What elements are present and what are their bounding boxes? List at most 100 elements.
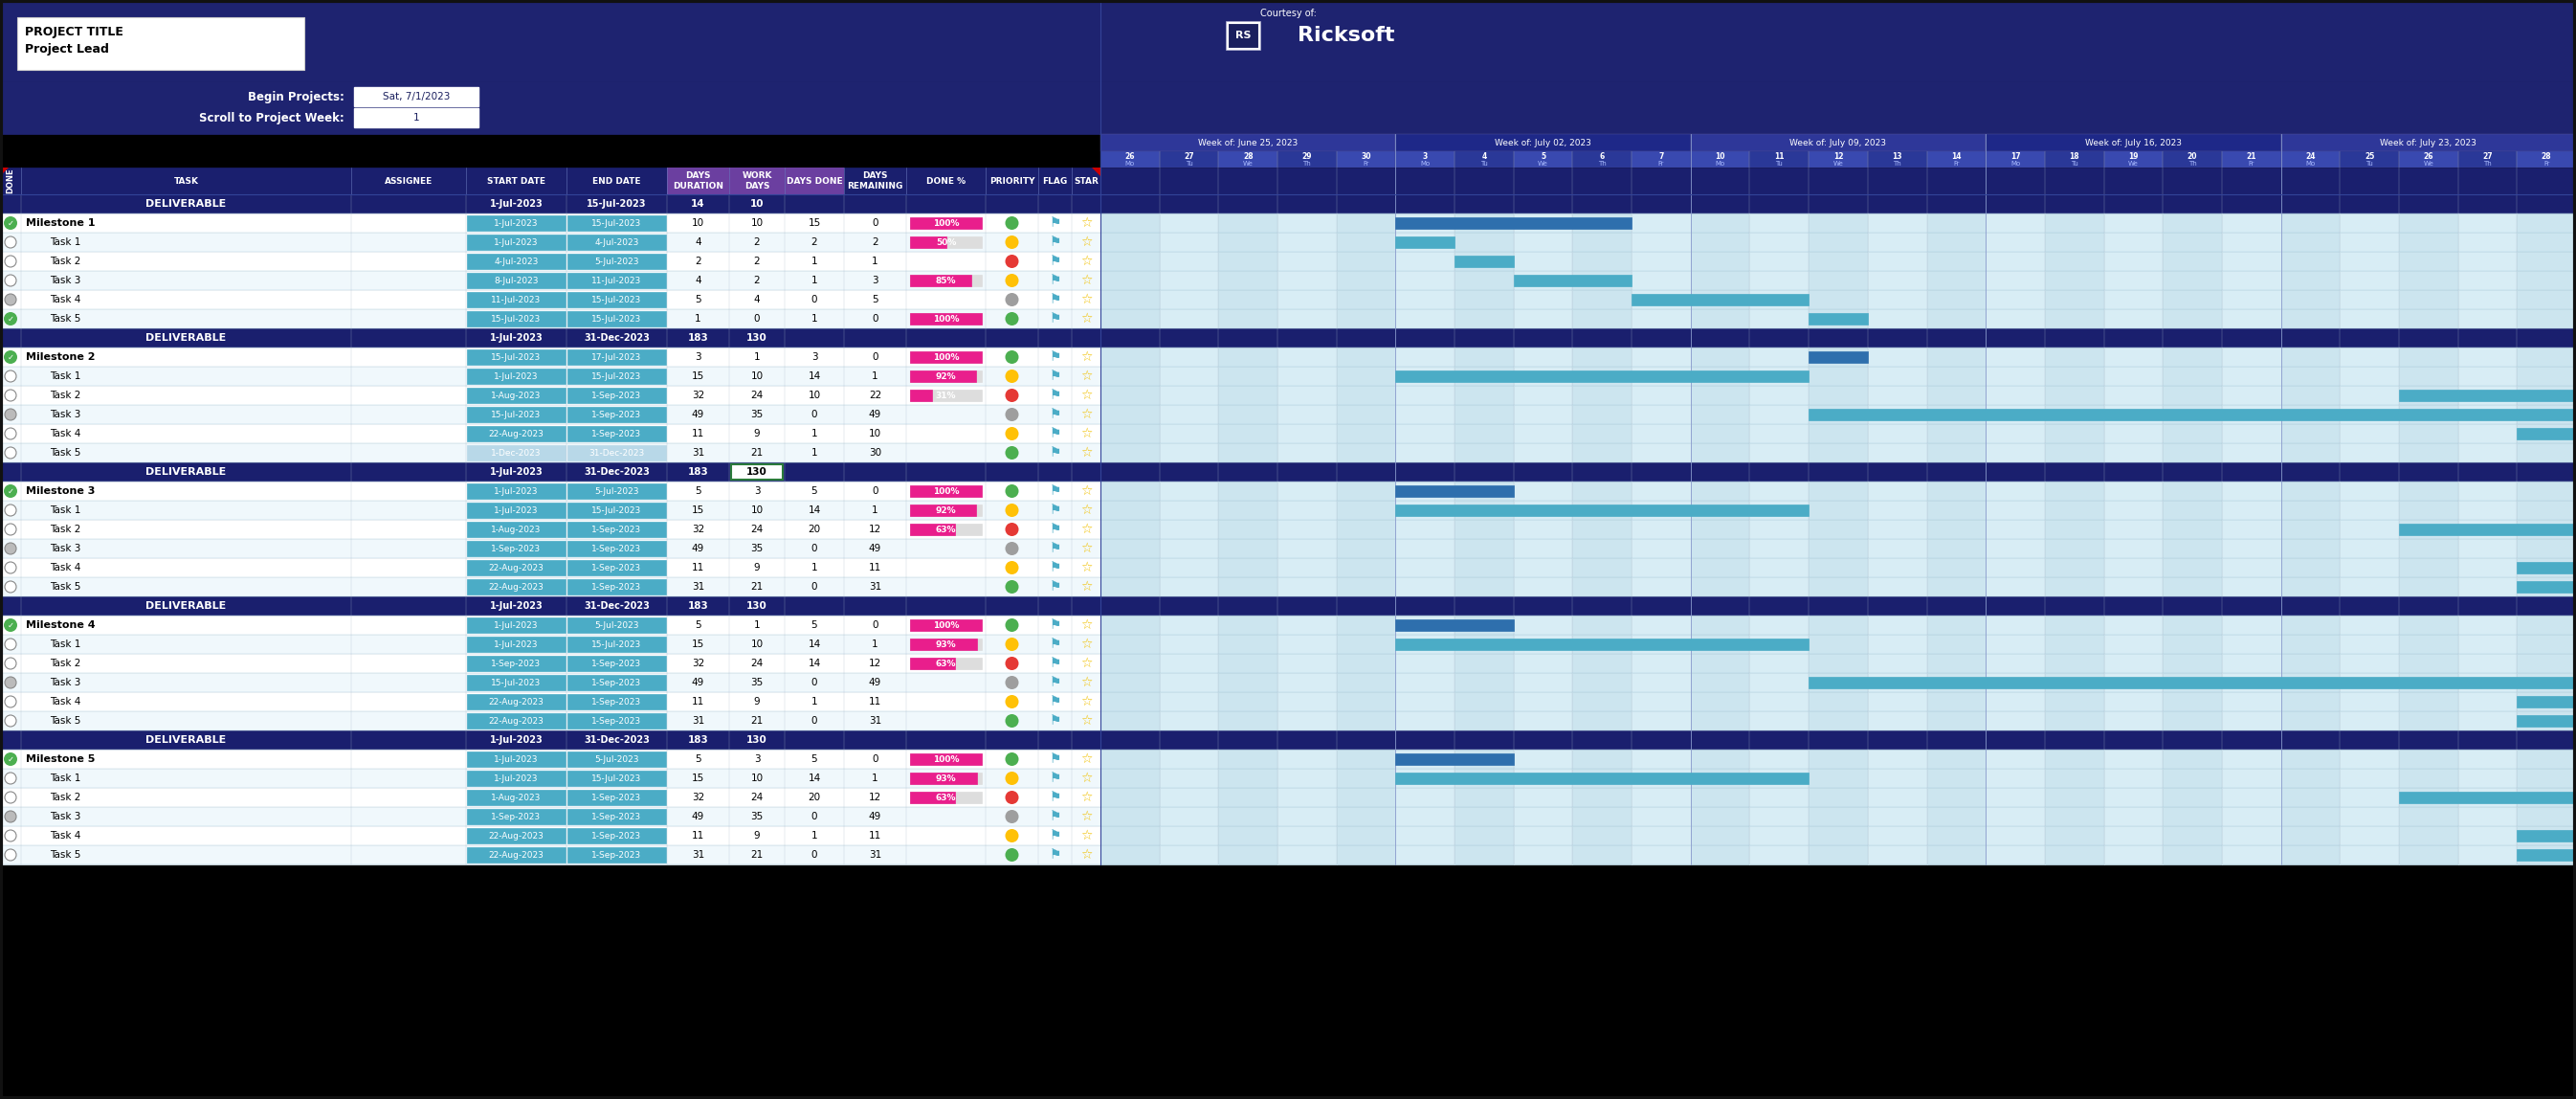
Bar: [567, 234, 667, 249]
Bar: [1631, 577, 1690, 597]
Text: 32: 32: [693, 658, 703, 668]
Circle shape: [5, 657, 15, 669]
Bar: [1868, 539, 1927, 558]
Text: Th: Th: [1303, 160, 1311, 167]
Bar: [1749, 673, 1808, 692]
Bar: [2458, 635, 2517, 654]
Bar: [2280, 845, 2339, 865]
Bar: [2517, 443, 2576, 463]
Bar: [2458, 501, 2517, 520]
Bar: [1455, 788, 1515, 807]
Bar: [1927, 347, 1986, 367]
Text: Task 1: Task 1: [49, 237, 80, 247]
Text: 1-Sep-2023: 1-Sep-2023: [592, 793, 641, 802]
Bar: [2339, 826, 2398, 845]
Bar: [1396, 577, 1455, 597]
Bar: [1100, 481, 1159, 501]
Bar: [466, 618, 567, 633]
Text: Milestone 1: Milestone 1: [26, 219, 95, 227]
Text: ⚑: ⚑: [1048, 771, 1061, 785]
Bar: [1690, 654, 1749, 673]
Text: 5: 5: [696, 487, 701, 496]
Bar: [1100, 367, 1159, 386]
Bar: [1690, 290, 1749, 309]
Bar: [1986, 539, 2045, 558]
Text: ☆: ☆: [1079, 810, 1092, 823]
Bar: [1100, 750, 1159, 768]
Bar: [1631, 539, 1690, 558]
Text: 24: 24: [750, 524, 762, 534]
Bar: [1337, 692, 1396, 711]
Bar: [466, 522, 567, 537]
Bar: [466, 234, 567, 249]
Bar: [18, 18, 304, 70]
Text: 1-Sep-2023: 1-Sep-2023: [592, 659, 641, 668]
Bar: [1159, 692, 1218, 711]
Bar: [1631, 826, 1690, 845]
Bar: [909, 791, 956, 803]
Bar: [1631, 711, 1690, 731]
Bar: [2339, 539, 2398, 558]
Text: ASSIGNEE: ASSIGNEE: [384, 177, 433, 186]
Bar: [2280, 501, 2339, 520]
Bar: [1631, 252, 1690, 271]
Bar: [2223, 443, 2280, 463]
Bar: [2458, 673, 2517, 692]
Bar: [909, 639, 976, 650]
Bar: [2280, 654, 2339, 673]
Bar: [1455, 213, 1515, 233]
Bar: [2339, 673, 2398, 692]
Bar: [1571, 347, 1631, 367]
Text: 7: 7: [1659, 153, 1664, 162]
Bar: [1927, 845, 1986, 865]
Bar: [2105, 520, 2164, 539]
Circle shape: [5, 275, 15, 286]
Bar: [1808, 386, 1868, 404]
Bar: [1159, 845, 1218, 865]
Text: 92%: 92%: [935, 371, 956, 380]
Bar: [1515, 443, 1571, 463]
Text: Mo: Mo: [1419, 160, 1430, 167]
Bar: [1455, 768, 1515, 788]
Bar: [2517, 830, 2576, 842]
Bar: [1986, 501, 2045, 520]
Bar: [2164, 309, 2223, 329]
Bar: [1868, 290, 1927, 309]
Bar: [2398, 826, 2458, 845]
Bar: [2398, 520, 2458, 539]
Bar: [1749, 271, 1808, 290]
Bar: [1100, 424, 1159, 443]
Bar: [2458, 367, 2517, 386]
Bar: [1100, 768, 1159, 788]
Text: DELIVERABLE: DELIVERABLE: [147, 333, 227, 343]
Bar: [1396, 486, 1515, 497]
Bar: [0, 615, 1100, 635]
Bar: [1455, 347, 1515, 367]
Text: TASK: TASK: [173, 177, 198, 186]
Bar: [1749, 233, 1808, 252]
Bar: [1986, 768, 2045, 788]
Text: ☆: ☆: [1079, 523, 1092, 536]
Bar: [1571, 233, 1631, 252]
Bar: [1749, 290, 1808, 309]
Bar: [1278, 271, 1337, 290]
Bar: [1808, 252, 1868, 271]
Circle shape: [1005, 637, 1018, 651]
Text: Task 4: Task 4: [49, 295, 80, 304]
Bar: [466, 770, 567, 786]
Bar: [1218, 367, 1278, 386]
Bar: [2280, 711, 2339, 731]
Bar: [1927, 654, 1986, 673]
Bar: [1927, 309, 1986, 329]
Text: 31: 31: [868, 851, 881, 859]
Bar: [1690, 213, 1749, 233]
Bar: [567, 695, 667, 709]
Bar: [909, 486, 981, 497]
Bar: [2105, 558, 2164, 577]
Bar: [1868, 520, 1927, 539]
Bar: [1927, 386, 1986, 404]
Bar: [1927, 290, 1986, 309]
Circle shape: [5, 715, 15, 726]
Bar: [2280, 807, 2339, 826]
Bar: [466, 695, 567, 709]
